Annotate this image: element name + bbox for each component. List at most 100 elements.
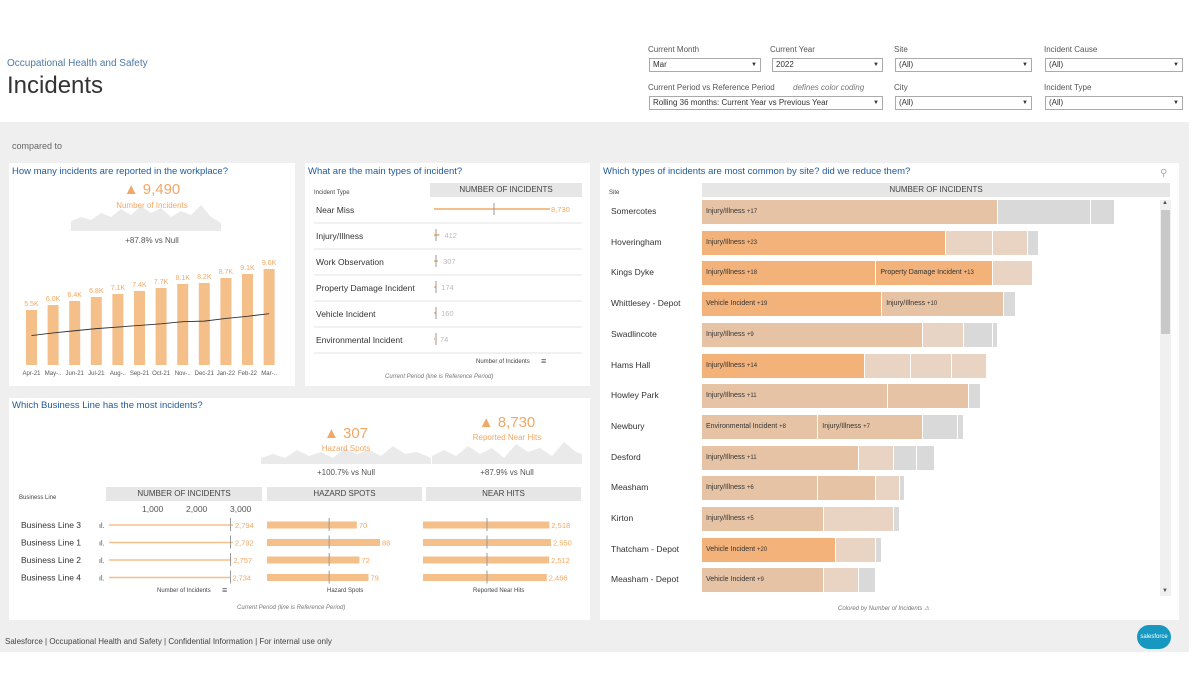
hazard-kpi-label: Hazard Spots [321,444,371,453]
bar-value-label: 8.2K [197,274,212,281]
site-segment[interactable] [876,537,883,562]
sites-col-label: Site [609,190,620,196]
business-bar [423,574,547,581]
chevron-down-icon[interactable]: ▼ [1162,588,1168,594]
site-segment[interactable] [917,445,935,470]
site-segment[interactable]: Vehicle Incident +20 [702,537,836,562]
business-bar-value: 79 [370,574,378,583]
site-segment[interactable] [1091,200,1115,224]
site-segment[interactable] [893,507,900,531]
city-select[interactable]: (All) ▼ [895,96,1032,110]
site-segment[interactable] [858,445,894,470]
current-month-select[interactable]: Mar ▼ [649,58,761,72]
site-segment[interactable] [951,353,987,378]
incident-type-select[interactable]: (All) ▼ [1045,96,1183,110]
incident-type-label: Vehicle Incident [316,309,376,319]
site-segment[interactable] [998,200,1092,224]
site-segment[interactable] [824,568,859,593]
current-month-label: Current Month [648,45,700,54]
site-segment[interactable]: Injury/Illness +9 [702,322,923,347]
site-segment[interactable]: Injury/Illness +17 [702,200,999,224]
incident-type-label: Incident Type [1044,83,1092,92]
site-segment[interactable] [1004,292,1016,317]
site-segment[interactable] [969,384,981,409]
business-bar [267,556,360,564]
site-segment[interactable]: Injury/Illness +11 [702,445,859,470]
site-segment[interactable] [963,322,993,347]
incident-type-label: Property Damage Incident [316,283,415,293]
site-segment[interactable]: Injury/Illness +5 [702,507,825,531]
business-axis-near-hits: Reported Near Hits [473,588,525,594]
site-segment[interactable] [864,353,912,378]
site-segment[interactable] [888,384,970,409]
site-segment[interactable] [858,568,877,593]
chevron-down-icon: ▼ [751,62,757,68]
site-segment[interactable]: Injury/Illness +6 [702,476,819,501]
pin-icon[interactable]: ⚲ [1160,168,1168,179]
site-segment[interactable] [922,414,958,439]
segment-delta: +9 [756,577,764,584]
site-segment[interactable] [992,230,1028,255]
business-bar [423,521,550,529]
current-year-select[interactable]: 2022 ▼ [772,58,883,72]
x-tick-label: Jan-22 [217,371,236,377]
bar-chart-icon: ıl. [99,541,105,548]
site-label: Hams Hall [611,359,651,370]
site-segment[interactable]: Injury/Illness +7 [818,414,923,439]
dashboard-canvas: compared to How many incidents are repor… [0,122,1189,652]
site-segment[interactable]: Injury/Illness +11 [702,384,888,409]
sort-icon[interactable]: ≡ [222,585,228,595]
near-hits-kpi-label: Reported Near Hits [472,433,542,442]
bar-value-label: 8.1K [175,275,190,282]
site-segment[interactable] [911,353,952,378]
site-segment[interactable] [835,537,877,562]
site-segment[interactable] [876,476,900,501]
types-caption: Current Period (line is Reference Period… [385,374,494,380]
x-tick-label: Feb-22 [238,371,258,377]
business-bar [109,524,233,526]
bar-value-label: 6.4K [67,292,82,299]
site-segment[interactable]: Injury/Illness +10 [882,292,1005,317]
chevron-down-icon: ▼ [873,62,879,68]
site-segment[interactable] [992,261,1034,286]
scrollbar-thumb[interactable] [1161,210,1170,334]
sort-icon[interactable]: ≡ [541,356,547,366]
site-label: Kings Dyke [611,267,654,278]
business-bar [109,541,233,544]
site-segment[interactable] [899,476,906,501]
incident-type-bar [434,234,440,236]
site-segment[interactable] [1027,230,1040,255]
chevron-up-icon[interactable]: ▲ [1162,200,1168,206]
site-segment[interactable]: Vehicle Incident +9 [702,568,825,593]
site-segment[interactable]: Vehicle Incident +19 [702,292,883,317]
bar-value-label: 8.7K [219,269,234,276]
site-segment[interactable] [992,322,999,347]
segment-delta: +14 [746,362,758,369]
site-segment[interactable]: Injury/Illness +14 [702,353,865,378]
site-select[interactable]: (All) ▼ [895,58,1032,72]
site-segment[interactable] [893,445,918,470]
site-segment[interactable] [957,414,964,439]
month-bar [90,297,102,365]
month-bar [220,278,232,365]
period-select[interactable]: Rolling 36 months: Current Year vs Previ… [649,96,883,110]
incident-type-value: 74 [440,335,448,344]
workplace-kpi-label: Number of Incidents [116,201,188,210]
site-segment[interactable] [824,507,894,531]
site-segment[interactable] [818,476,877,501]
bar-chart-icon: ıl. [99,558,105,565]
hazard-compare: +100.7% vs Null [316,468,376,477]
incident-cause-select[interactable]: (All) ▼ [1045,58,1183,72]
business-bar-value: 72 [361,556,369,565]
sites-scrollbar[interactable]: ▲ ▼ [1160,200,1171,596]
site-segment[interactable] [922,322,964,347]
x-tick-label: Jul-21 [88,371,105,377]
site-segment[interactable]: Injury/Illness +18 [702,261,877,286]
site-segment[interactable]: Injury/Illness +23 [702,230,947,255]
site-segment[interactable] [946,230,993,255]
site-segment[interactable]: Property Damage Incident +13 [876,261,993,286]
bar-value-label: 9.1K [240,265,255,272]
site-segment[interactable]: Environmental Incident +8 [702,414,819,439]
segment-delta: +9 [746,331,754,338]
segment-delta: +11 [746,454,757,461]
